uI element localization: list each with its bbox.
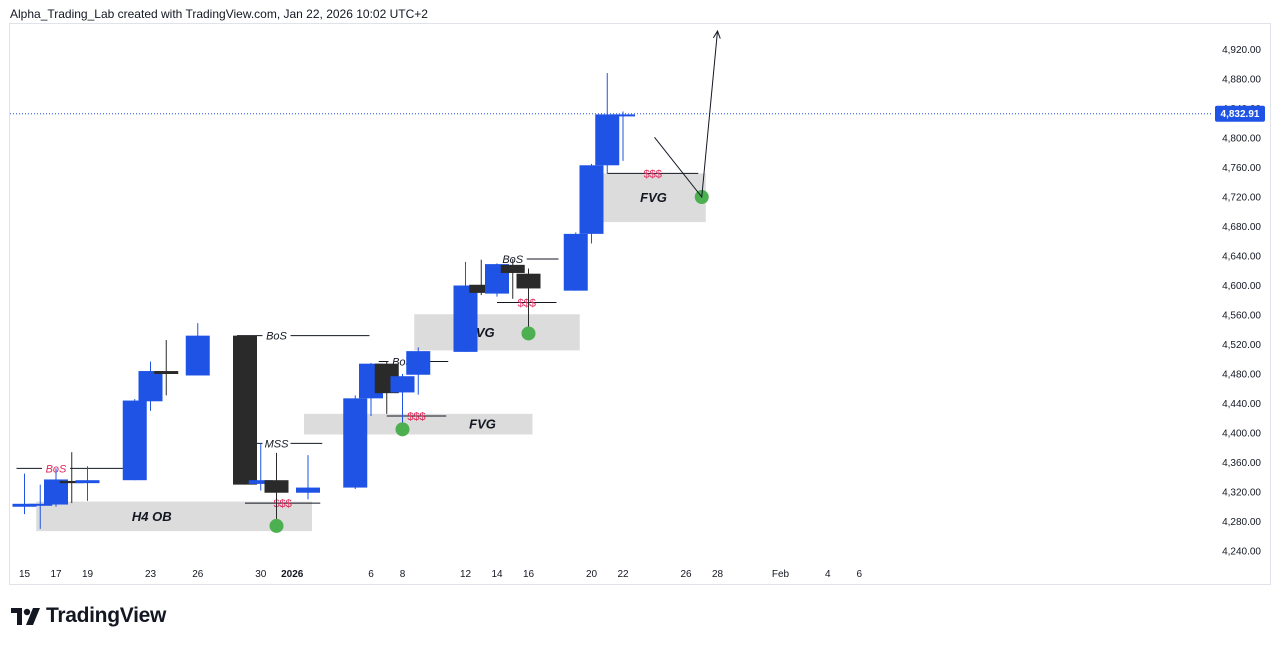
x-tick-label: 26 xyxy=(192,569,204,580)
candle-body xyxy=(453,285,478,352)
candle-body xyxy=(296,487,320,493)
candle-body xyxy=(233,335,257,485)
y-tick-label: 4,640.00 xyxy=(1222,252,1261,263)
x-tick-label: 12 xyxy=(460,569,472,580)
x-tick-label: 8 xyxy=(400,569,406,580)
structure-label: BoS xyxy=(266,331,287,343)
candle-body xyxy=(248,480,273,484)
candle-body xyxy=(500,264,525,273)
y-tick-label: 4,680.00 xyxy=(1222,222,1261,233)
chart-attribution: Alpha_Trading_Lab created with TradingVi… xyxy=(10,7,428,21)
candle-body xyxy=(59,480,84,484)
candle-body xyxy=(264,480,289,493)
candle-body xyxy=(611,114,635,117)
y-tick-label: 4,880.00 xyxy=(1222,75,1261,86)
x-tick-label: 23 xyxy=(145,569,157,580)
candle-body xyxy=(154,371,179,374)
x-tick-label: 4 xyxy=(825,569,831,580)
candle-body xyxy=(75,480,100,484)
projection-path xyxy=(654,31,718,199)
y-tick-label: 4,280.00 xyxy=(1222,517,1261,528)
axes-layer: 4,240.00 4,280.00 4,320.00 4,360.00 4,400.00… xyxy=(19,45,1265,580)
liquidity-sweep-marker xyxy=(395,422,410,437)
current-price-label: 4,832.91 xyxy=(1221,109,1260,120)
zone-label: FVG xyxy=(469,417,496,432)
candle-body xyxy=(12,503,37,507)
markers-layer xyxy=(269,29,721,533)
x-tick-label: 6 xyxy=(856,569,862,580)
y-tick-label: 4,480.00 xyxy=(1222,370,1261,381)
candle-body xyxy=(563,233,588,291)
tradingview-logo[interactable]: TradingView xyxy=(11,604,166,628)
x-tick-label: 16 xyxy=(523,569,535,580)
candle-body xyxy=(185,335,210,376)
y-tick-label: 4,360.00 xyxy=(1222,458,1261,469)
y-tick-label: 4,920.00 xyxy=(1222,45,1261,56)
liquidity-label: $$$ xyxy=(518,297,536,309)
zone-label: FVG xyxy=(640,190,667,205)
y-tick-label: 4,560.00 xyxy=(1222,311,1261,322)
current-price-badge xyxy=(1215,105,1265,122)
candle-body xyxy=(390,376,415,393)
structure-label-bg xyxy=(498,251,527,265)
x-tick-label: 20 xyxy=(586,569,598,580)
x-tick-label: 6 xyxy=(368,569,374,580)
y-tick-label: 4,440.00 xyxy=(1222,399,1261,410)
y-tick-label: 4,760.00 xyxy=(1222,163,1261,174)
candle-body xyxy=(406,351,431,375)
liquidity-label: $$$ xyxy=(273,498,291,510)
x-tick-label: 14 xyxy=(491,569,503,580)
candles-layer xyxy=(12,73,635,529)
y-tick-label: 4,520.00 xyxy=(1222,340,1261,351)
liquidity-label: $$$ xyxy=(644,168,662,180)
zone-box xyxy=(414,314,580,351)
candle-body xyxy=(28,503,53,506)
x-tick-label: 15 xyxy=(19,569,31,580)
candle-body xyxy=(469,284,494,293)
y-tick-label: 4,240.00 xyxy=(1222,547,1261,558)
chart-frame xyxy=(9,23,1271,585)
zone-label: H4 OB xyxy=(132,509,172,524)
structure-label-bg xyxy=(262,436,291,450)
liquidity-label: $$$ xyxy=(407,411,425,423)
zone-box xyxy=(36,501,312,532)
liquidity-sweep-marker xyxy=(269,518,284,533)
x-tick-label: 22 xyxy=(617,569,629,580)
candle-body xyxy=(579,165,604,234)
logo-text: TradingView xyxy=(46,604,167,627)
x-tick-label: 28 xyxy=(712,569,724,580)
x-tick-label: 17 xyxy=(50,569,62,580)
structure-label-bg xyxy=(42,461,70,475)
candle-body xyxy=(516,273,541,289)
candle-body xyxy=(138,371,163,402)
y-tick-label: 4,600.00 xyxy=(1222,281,1261,292)
x-tick-label: 19 xyxy=(82,569,94,580)
x-tick-label: 2026 xyxy=(281,569,304,580)
y-tick-label: 4,800.00 xyxy=(1222,134,1261,145)
y-tick-label: 4,320.00 xyxy=(1222,488,1261,499)
tradingview-logo-icon xyxy=(11,607,40,625)
structure-label: MSS xyxy=(265,438,290,450)
liquidity-sweep-marker xyxy=(521,326,536,341)
projection-arrowhead xyxy=(712,29,721,39)
x-tick-label: 30 xyxy=(255,569,267,580)
candle-body xyxy=(122,400,147,481)
y-tick-label: 4,720.00 xyxy=(1222,193,1261,204)
candle-body xyxy=(595,114,620,166)
x-tick-label: Feb xyxy=(772,569,790,580)
candle-body xyxy=(343,398,368,488)
zone-box xyxy=(587,173,706,223)
y-tick-label: 4,400.00 xyxy=(1222,429,1261,440)
candle-body xyxy=(44,479,68,505)
structure-label-bg xyxy=(262,328,291,342)
x-tick-label: 26 xyxy=(680,569,692,580)
